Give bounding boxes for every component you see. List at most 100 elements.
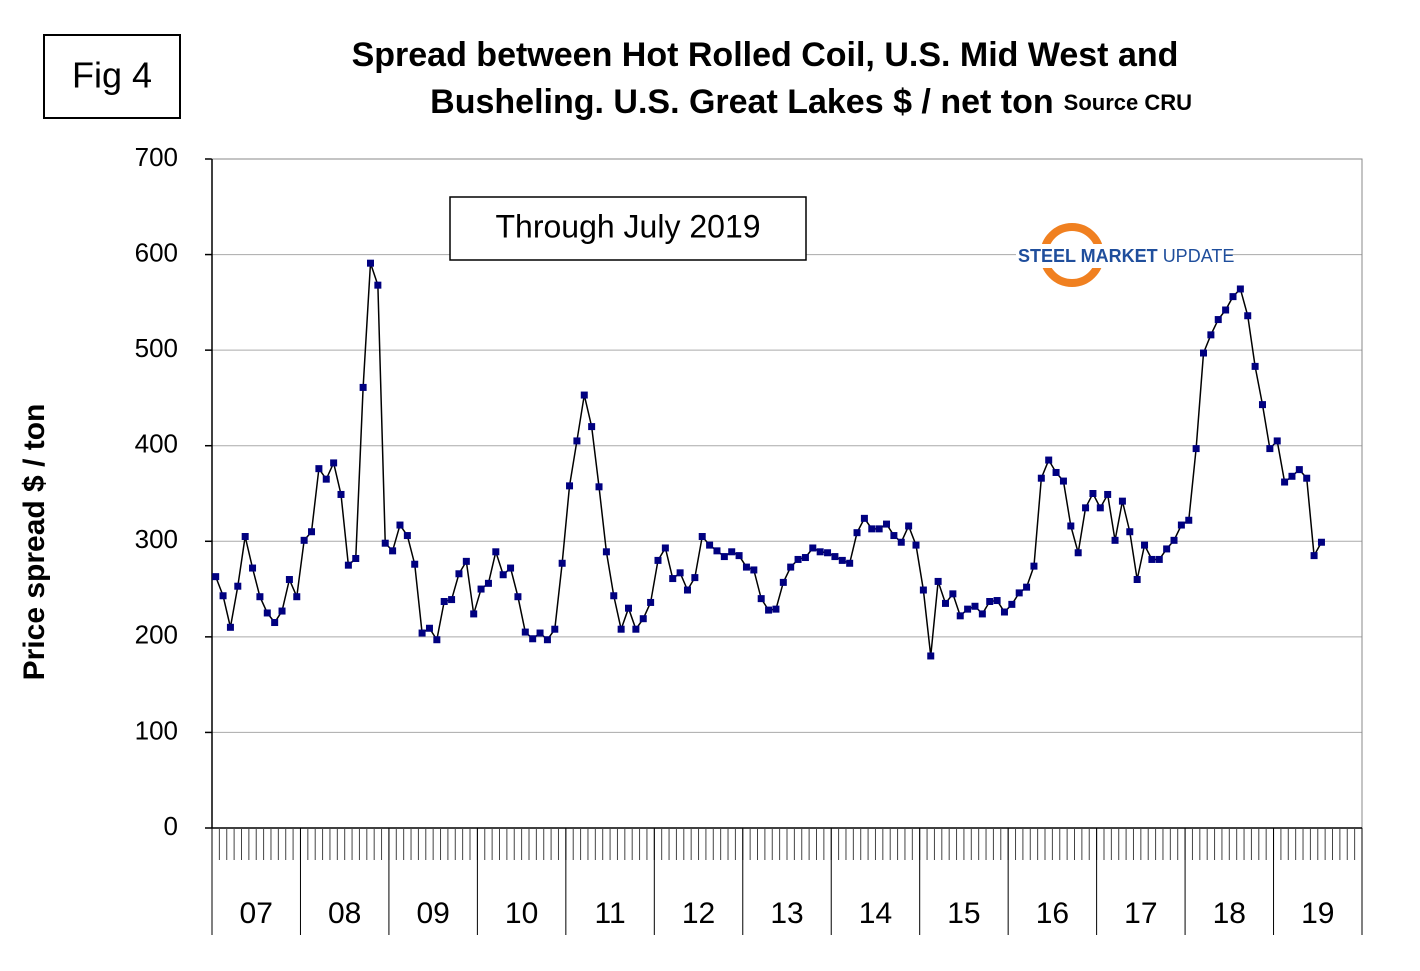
marker: [1015, 589, 1023, 597]
marker: [1067, 522, 1075, 530]
marker: [838, 556, 846, 564]
marker: [425, 624, 433, 632]
y-tick-label: 400: [135, 429, 178, 459]
marker: [742, 563, 750, 571]
marker: [1163, 545, 1171, 553]
x-group-label: 16: [1036, 897, 1069, 930]
series-line: [214, 262, 1323, 657]
x-group-label: 10: [505, 897, 538, 930]
y-tick-label: 600: [135, 237, 178, 267]
logo-rest: UPDATE: [1163, 246, 1235, 266]
marker: [573, 437, 581, 445]
marker: [1037, 474, 1045, 482]
x-group-label: 14: [859, 897, 892, 930]
x-group-label: 19: [1301, 897, 1334, 930]
marker: [978, 610, 986, 618]
marker: [927, 652, 935, 660]
marker: [875, 525, 883, 533]
marker: [639, 615, 647, 623]
marker: [322, 475, 330, 483]
marker: [337, 490, 345, 498]
marker: [1200, 349, 1208, 357]
marker: [698, 533, 706, 541]
marker: [1281, 478, 1289, 486]
marker: [941, 599, 949, 607]
marker: [263, 609, 271, 617]
x-group-label: 13: [770, 897, 803, 930]
marker: [853, 529, 861, 537]
chart-title-line: Busheling. U.S. Great Lakes $ / net ton S…: [430, 83, 1192, 121]
source: Source CRU: [1064, 90, 1192, 115]
marker: [396, 521, 404, 529]
marker: [285, 576, 293, 584]
y-tick-label: 500: [135, 333, 178, 363]
marker: [669, 575, 677, 583]
marker: [1295, 466, 1303, 474]
marker: [234, 582, 242, 590]
figure-label: Fig 4: [72, 55, 152, 96]
marker: [772, 605, 780, 613]
marker: [993, 597, 1001, 605]
marker: [750, 566, 758, 574]
logo: STEEL MARKET UPDATE: [1018, 246, 1234, 266]
marker: [484, 579, 492, 587]
marker: [1214, 316, 1222, 324]
marker: [964, 605, 972, 613]
marker: [271, 619, 279, 627]
marker: [1317, 538, 1325, 546]
marker: [212, 573, 220, 581]
marker: [366, 259, 374, 267]
marker: [1244, 312, 1252, 320]
marker: [226, 623, 234, 631]
marker: [241, 533, 249, 541]
marker: [1192, 445, 1200, 453]
logo-bold: STEEL MARKET: [1018, 246, 1158, 266]
marker: [647, 598, 655, 606]
marker: [249, 564, 257, 572]
marker: [308, 528, 316, 536]
marker: [971, 602, 979, 610]
x-group-label: 09: [416, 897, 449, 930]
marker: [580, 391, 588, 399]
marker: [477, 585, 485, 593]
marker: [617, 625, 625, 633]
marker: [499, 571, 507, 579]
marker: [1251, 362, 1259, 370]
marker: [219, 592, 227, 600]
marker: [1126, 528, 1134, 536]
marker: [1303, 474, 1311, 482]
marker: [1273, 437, 1281, 445]
marker: [883, 520, 891, 528]
marker: [1185, 516, 1193, 524]
marker: [779, 578, 787, 586]
x-group-label: 12: [682, 897, 715, 930]
marker: [418, 629, 426, 637]
marker: [713, 547, 721, 555]
marker: [293, 593, 301, 601]
x-group-label: 11: [594, 897, 625, 930]
marker: [1258, 401, 1266, 409]
marker: [720, 553, 728, 561]
marker: [507, 564, 515, 572]
marker: [455, 570, 463, 578]
marker: [728, 548, 736, 556]
marker: [1111, 536, 1119, 544]
x-group-label: 07: [240, 897, 273, 930]
marker: [344, 561, 352, 569]
marker: [654, 556, 662, 564]
marker: [890, 532, 898, 540]
marker: [521, 628, 529, 636]
marker: [1155, 555, 1163, 563]
y-tick-label: 700: [135, 142, 178, 172]
marker: [514, 593, 522, 601]
marker: [691, 574, 699, 582]
marker: [676, 569, 684, 577]
marker: [374, 281, 382, 289]
marker: [602, 548, 610, 556]
marker: [625, 604, 633, 612]
marker: [462, 557, 470, 565]
marker: [352, 554, 360, 562]
x-group-label: 17: [1124, 897, 1157, 930]
marker: [1059, 477, 1067, 485]
